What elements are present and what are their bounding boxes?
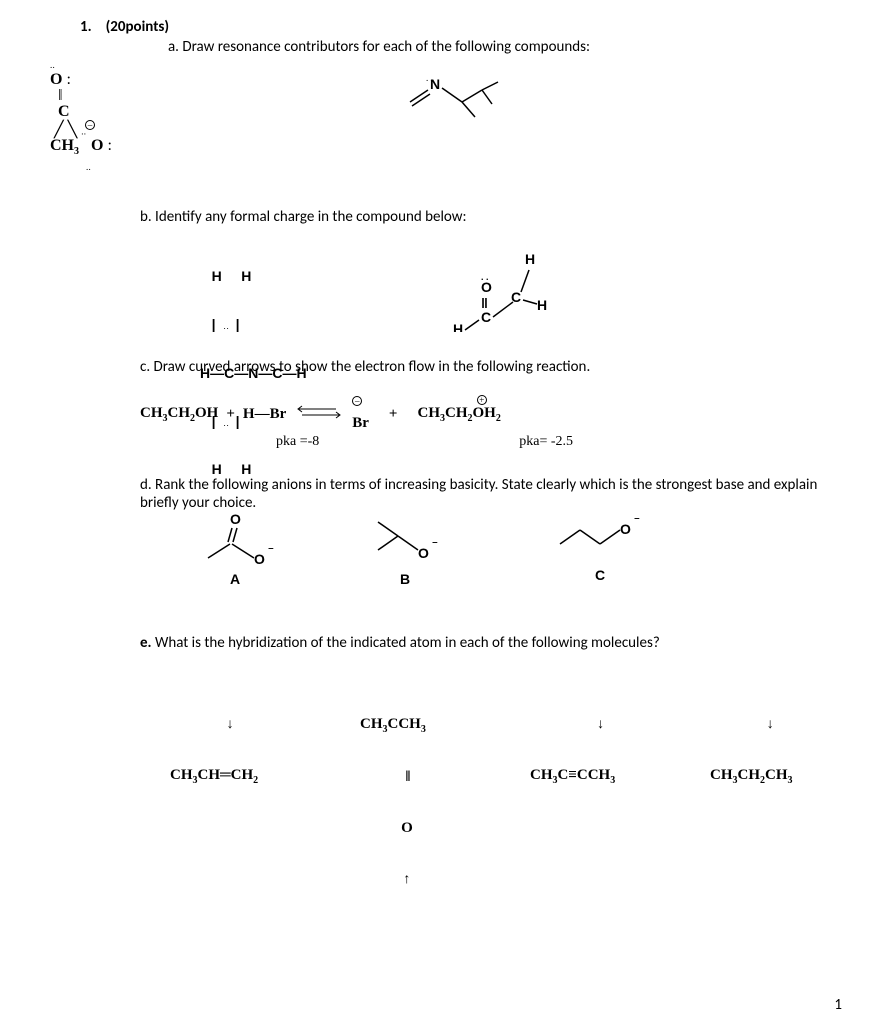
- svg-text:O: O: [418, 545, 429, 561]
- svg-text:C: C: [511, 289, 521, 305]
- part-b-label: b. Identify any formal charge in the com…: [140, 208, 850, 226]
- enamine-svg: N . .: [380, 72, 510, 132]
- dimethylamine-structure: H H | . . | H—C—N—C—H | . . | H H: [200, 236, 307, 510]
- arrow-icon: [388, 871, 426, 888]
- svg-text:⁻: ⁻: [268, 545, 274, 557]
- butyne-molecule: CH3C≡CCH3: [530, 682, 615, 820]
- arrow-icon: [202, 716, 258, 733]
- question-number: 1.: [80, 18, 92, 36]
- anion-c: O ⁻ C: [550, 516, 650, 583]
- part-b-structures: H H | . . | H—C—N—C—H | . . | H H H . . …: [190, 236, 850, 336]
- anion-a: O O ⁻ A: [190, 512, 280, 587]
- exam-page: 1. (20points) a. Draw resonance contribu…: [0, 0, 890, 1024]
- svg-text:⁻: ⁻: [432, 539, 438, 551]
- acetate-structure: . . O : ‖ C ╱ ╲ . .– CH3 O : . .: [50, 56, 112, 174]
- svg-text:H: H: [537, 297, 547, 313]
- question-header: 1. (20points): [80, 18, 850, 36]
- part-e-structures: CH3CH═CH2 CH3CCH3 ‖ O CH3C≡CCH3 CH3CH2CH…: [150, 682, 850, 772]
- part-a-structures: . . O : ‖ C ╱ ╲ . .– CH3 O : . . N . .: [40, 56, 850, 186]
- enamine-structure: N . .: [380, 72, 510, 137]
- part-a-label: a. Draw resonance contributors for each …: [168, 38, 850, 56]
- part-e-label: e. What is the hybridization of the indi…: [140, 634, 850, 652]
- pka-oxonium: pka= -2.5: [519, 434, 573, 450]
- svg-text:H: H: [525, 252, 535, 267]
- oxonium-formula: + CH3CH2OH2: [417, 405, 500, 424]
- acetone-molecule: CH3CCH3 ‖ O: [360, 682, 426, 922]
- anion-a-label: A: [190, 571, 280, 587]
- svg-text:O: O: [254, 551, 265, 567]
- anion-c-label: C: [550, 567, 650, 583]
- anion-b: O ⁻ B: [360, 512, 450, 587]
- svg-text:C: C: [481, 309, 491, 325]
- svg-text:O: O: [620, 521, 631, 537]
- svg-text:H: H: [453, 321, 463, 332]
- arrow-icon: [748, 716, 793, 733]
- bromide-ion: –Br: [352, 396, 369, 432]
- arrow-icon: [586, 716, 615, 733]
- anion-b-label: B: [360, 571, 450, 587]
- plus-sign-2: +: [389, 406, 398, 423]
- svg-text:⁻: ⁻: [634, 516, 640, 527]
- lone-pair-dots: . .: [426, 73, 433, 84]
- page-number: 1: [834, 996, 842, 1014]
- propene-molecule: CH3CH═CH2: [170, 682, 258, 820]
- svg-text:O: O: [230, 512, 241, 527]
- part-d-structures: O O ⁻ A O ⁻ B: [170, 512, 850, 612]
- svg-text:O: O: [481, 279, 492, 295]
- question-points: (20points): [106, 18, 169, 36]
- propenal-structure: H . . O ‖ C C H H: [420, 236, 553, 351]
- part-e-text: What is the hybridization of the indicat…: [155, 634, 660, 652]
- propane-molecule: CH3CH2CH3: [710, 682, 793, 820]
